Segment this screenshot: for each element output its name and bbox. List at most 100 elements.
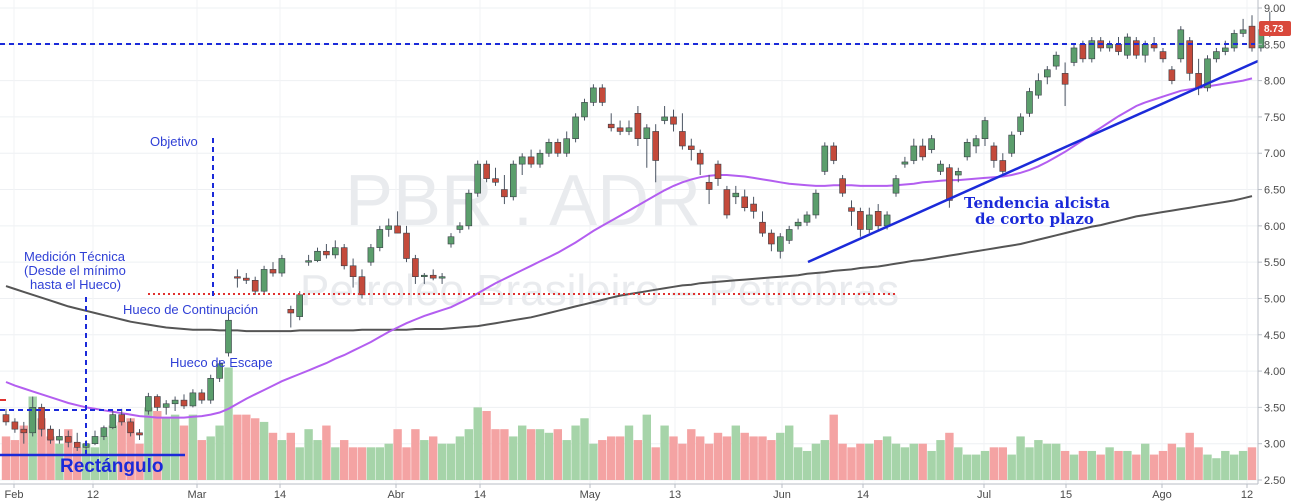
- volume-bar: [740, 432, 749, 480]
- candle: [741, 189, 749, 212]
- candle: [857, 207, 864, 237]
- candle: [100, 425, 108, 441]
- volume-bar: [1034, 440, 1043, 480]
- candle-body: [1230, 33, 1238, 49]
- candle-body: [518, 156, 526, 165]
- candle: [1248, 15, 1256, 52]
- candle-body: [2, 414, 10, 423]
- candle: [1133, 37, 1140, 59]
- candle: [1017, 113, 1024, 136]
- candle: [972, 135, 980, 154]
- candle-body: [73, 441, 81, 448]
- candle-body: [465, 192, 473, 227]
- candle: [65, 430, 72, 448]
- volume-bar: [1060, 450, 1070, 480]
- candle-body: [848, 207, 855, 212]
- candle-body: [812, 192, 820, 216]
- candle-body: [11, 421, 19, 430]
- candle-body: [732, 192, 740, 198]
- candle-body: [438, 276, 446, 279]
- candle-body: [545, 142, 553, 154]
- candle: [20, 421, 28, 444]
- candle-body: [127, 421, 134, 434]
- volume-bar: [509, 436, 518, 480]
- candle-body: [714, 163, 722, 179]
- candle: [465, 189, 473, 230]
- candle-body: [100, 427, 108, 437]
- volume-bar: [393, 429, 402, 480]
- volume-bar: [963, 454, 972, 480]
- volume-bar: [856, 443, 865, 480]
- candle-body: [260, 269, 268, 292]
- ma-short-line: [5, 77, 1253, 419]
- candle: [554, 138, 562, 157]
- candle-body: [1213, 51, 1220, 60]
- candle-body: [136, 432, 143, 436]
- candle-body: [1035, 80, 1042, 96]
- candle-body: [723, 189, 731, 216]
- candle: [278, 254, 286, 277]
- watermark: PBR : ADR Petroleo Brasileiro – Petrobra…: [300, 161, 899, 315]
- candle: [287, 305, 295, 328]
- candle-body: [474, 163, 482, 194]
- candle-body: [501, 189, 508, 198]
- moving-average-short: [5, 77, 1253, 419]
- candle: [581, 98, 588, 121]
- candle-body: [314, 250, 321, 262]
- candle-body: [1168, 69, 1176, 81]
- volume-bar: [277, 440, 287, 480]
- candle: [830, 142, 838, 165]
- candle-body: [492, 178, 499, 183]
- candle-body: [251, 280, 259, 292]
- candle-body: [56, 436, 63, 441]
- candle-body: [803, 214, 811, 223]
- candle: [750, 196, 757, 219]
- candle-body: [990, 145, 998, 161]
- candle: [1052, 51, 1060, 70]
- candle-body: [1017, 116, 1024, 132]
- volume-bar: [233, 414, 242, 480]
- candle-body: [118, 414, 125, 423]
- candle: [162, 400, 170, 415]
- volume-bar: [188, 414, 198, 480]
- volume-bar: [170, 414, 180, 480]
- candle-body: [340, 247, 348, 267]
- candle: [714, 160, 722, 186]
- candle: [670, 109, 677, 132]
- volume-bar: [544, 432, 554, 480]
- candle: [1222, 40, 1229, 56]
- candle: [776, 233, 784, 259]
- candle: [376, 225, 384, 252]
- volume-bar: [340, 440, 349, 480]
- candle: [189, 389, 197, 408]
- candle: [732, 185, 740, 205]
- volume-bar: [589, 443, 598, 480]
- candle: [269, 262, 277, 277]
- volume-bar: [357, 447, 367, 480]
- candle: [1124, 33, 1131, 59]
- candle-body: [483, 163, 490, 179]
- candle: [438, 273, 446, 284]
- candle-body: [412, 258, 419, 277]
- volume-bar: [224, 367, 233, 480]
- candle-body: [1222, 47, 1229, 52]
- volume-bar: [526, 429, 536, 480]
- volume-bar: [259, 421, 269, 480]
- candle-body: [696, 152, 704, 165]
- price-tick-label: 7.50: [1264, 112, 1285, 124]
- volume-bar: [936, 440, 945, 480]
- time-tick-label: 12: [1241, 489, 1253, 501]
- volume-bar: [1043, 443, 1052, 480]
- candle: [901, 156, 909, 168]
- candle: [1159, 47, 1167, 63]
- volume-bar: [420, 440, 429, 480]
- candle-body: [563, 138, 571, 154]
- candle-body: [963, 142, 971, 158]
- time-tick-label: Jul: [977, 489, 991, 501]
- volume-bar: [793, 447, 803, 480]
- volume-bar: [571, 425, 580, 480]
- candle: [1070, 44, 1078, 67]
- volume-bar: [1114, 450, 1123, 480]
- candle-body: [20, 428, 28, 434]
- candle: [679, 113, 686, 150]
